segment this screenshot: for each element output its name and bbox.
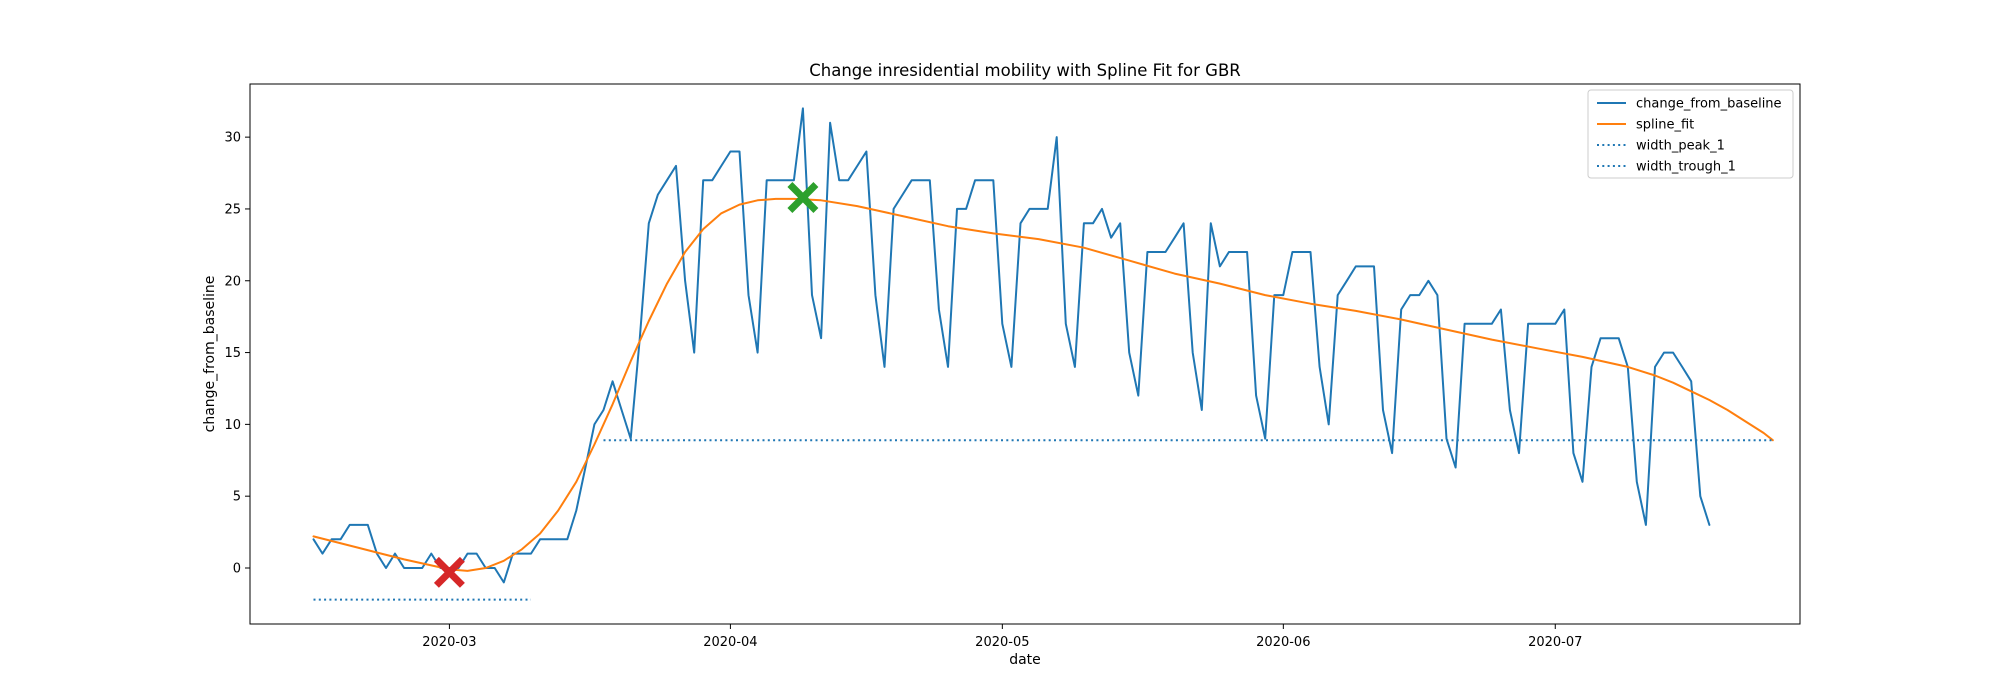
plot-area xyxy=(312,107,1774,601)
y-tick-label: 25 xyxy=(224,202,241,217)
y-tick-label: 20 xyxy=(224,274,241,289)
y-tick-label: 15 xyxy=(224,346,241,361)
trough-marker xyxy=(433,556,465,588)
legend-label: change_from_baseline xyxy=(1636,97,1782,112)
x-tick-label: 2020-06 xyxy=(1256,635,1310,650)
legend: change_from_baseline spline_fit width_peak… xyxy=(1587,89,1794,179)
legend-label: spline_fit xyxy=(1636,118,1694,133)
x-tick-label: 2020-05 xyxy=(975,635,1029,650)
legend-label: width_peak_1 xyxy=(1636,139,1725,154)
x-tick-label: 2020-04 xyxy=(703,635,757,650)
peak-marker xyxy=(787,182,819,213)
y-axis-label: change_from_baseline xyxy=(202,276,218,433)
x-tick-label: 2020-03 xyxy=(422,635,476,650)
legend-box xyxy=(1587,89,1794,179)
y-tick-label: 0 xyxy=(233,561,241,576)
legend-label: width_trough_1 xyxy=(1636,160,1736,175)
series-spline-fit-line xyxy=(312,197,1774,572)
trough-marker-stroke-b xyxy=(433,556,465,588)
x-axis-label: date xyxy=(1009,652,1041,668)
x-tick-label: 2020-07 xyxy=(1528,635,1582,650)
peak-marker-stroke-b xyxy=(787,182,819,213)
y-tick-label: 5 xyxy=(233,490,241,505)
chart-title: Change inresidential mobility with Splin… xyxy=(809,61,1240,80)
plot-frame xyxy=(249,83,1801,625)
y-tick-label: 30 xyxy=(224,131,241,146)
series-change-from-baseline-line xyxy=(312,107,1711,584)
y-tick-label: 10 xyxy=(224,418,241,433)
axes: 2020-03 2020-04 2020-05 2020-06 2020-07 0 5 10 1… xyxy=(224,131,1582,650)
